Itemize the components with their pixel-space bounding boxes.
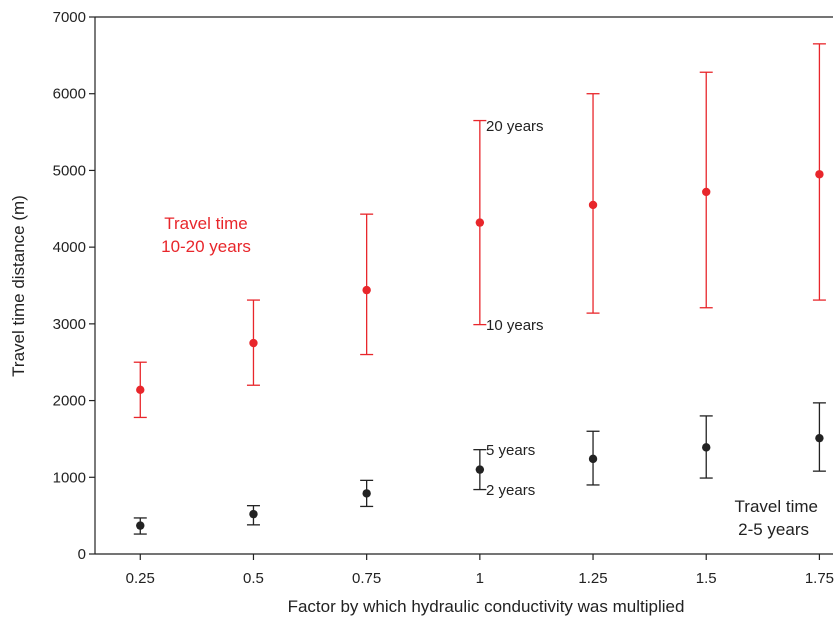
x-axis-title: Factor by which hydraulic conductivity w…	[288, 597, 685, 616]
data-point	[136, 521, 145, 530]
y-axis-ticks: 0 1000 2000 3000 4000 5000 6000 7000	[53, 9, 95, 563]
data-point	[249, 509, 258, 519]
axes	[94, 16, 833, 555]
series-label-red-line2: 10-20 years	[161, 237, 251, 256]
y-tick-label: 1000	[53, 469, 86, 486]
series-travel-time-10-20-years	[133, 43, 826, 419]
series-label-red-line1: Travel time	[164, 214, 247, 233]
data-point	[815, 433, 824, 443]
series-travel-time-2-5-years	[133, 402, 826, 535]
annotation-2-years: 2 years	[486, 482, 535, 499]
data-point	[362, 285, 371, 295]
y-tick-label: 7000	[53, 9, 86, 26]
y-tick-label: 2000	[53, 393, 86, 410]
y-tick-label: 4000	[53, 239, 86, 256]
data-point	[362, 489, 371, 498]
x-tick-label: 0.5	[243, 570, 264, 587]
y-axis-title: Travel time distance (m)	[9, 195, 28, 377]
x-tick-label: 1.75	[805, 570, 834, 587]
data-point	[815, 170, 824, 179]
annotation-20-years: 20 years	[486, 118, 544, 135]
data-point	[702, 187, 711, 197]
annotation-10-years: 10 years	[486, 317, 544, 334]
x-tick-label: 0.25	[126, 570, 155, 587]
data-marks	[133, 43, 826, 535]
x-axis-ticks: 0.25 0.5 0.75 1 1.25 1.5 1.75	[126, 554, 834, 587]
x-tick-label: 0.75	[352, 570, 381, 587]
data-point	[588, 454, 598, 464]
x-tick-label: 1.5	[696, 570, 717, 587]
data-point	[136, 385, 145, 395]
data-point	[702, 443, 711, 452]
data-point	[475, 218, 485, 227]
data-point	[249, 338, 258, 348]
series-label-black-line1: Travel time	[735, 497, 818, 516]
y-tick-label: 6000	[53, 86, 86, 103]
data-point	[475, 465, 485, 474]
y-tick-label: 3000	[53, 316, 86, 333]
annotation-5-years: 5 years	[486, 442, 535, 459]
x-tick-label: 1	[476, 570, 484, 587]
x-tick-label: 1.25	[578, 570, 607, 587]
y-tick-label: 0	[78, 546, 86, 563]
series-label-black-line2: 2-5 years	[738, 520, 809, 539]
data-point	[588, 200, 598, 210]
y-tick-label: 5000	[53, 162, 86, 179]
